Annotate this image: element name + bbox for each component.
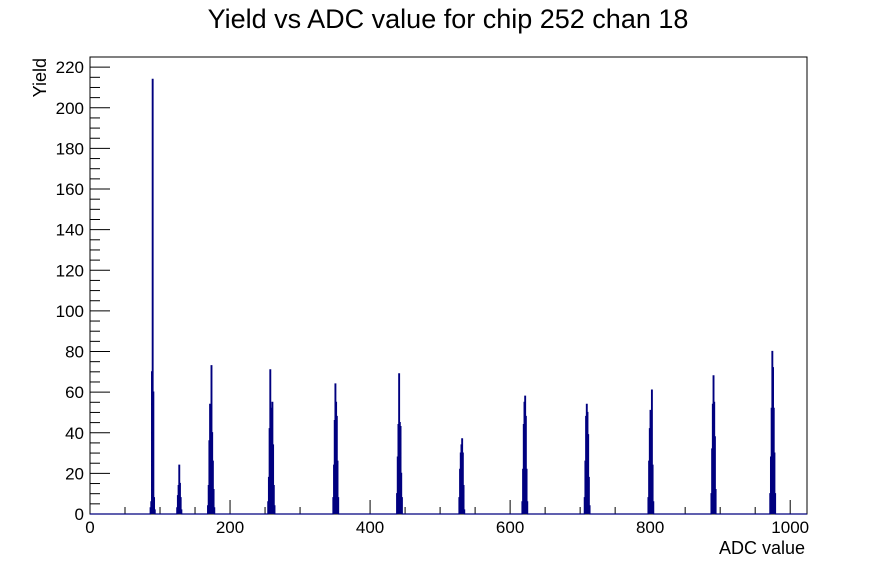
plot-frame bbox=[89, 56, 808, 515]
y-axis-label: Yield bbox=[30, 58, 50, 97]
y-tick-label: 100 bbox=[56, 302, 84, 321]
y-tick-label: 80 bbox=[65, 343, 84, 362]
x-tick-label: 200 bbox=[216, 518, 244, 537]
y-tick-label: 160 bbox=[56, 180, 84, 199]
histogram-series bbox=[90, 78, 807, 515]
x-tick-label: 1000 bbox=[771, 518, 809, 537]
y-tick-label: 40 bbox=[65, 424, 84, 443]
y-tick-label: 20 bbox=[65, 464, 84, 483]
y-tick-label: 220 bbox=[56, 58, 84, 77]
y-tick-label: 60 bbox=[65, 383, 84, 402]
chart-title: Yield vs ADC value for chip 252 chan 18 bbox=[208, 4, 689, 34]
y-axis: 0 20 40 60 80 100 120 140 160 180 200 220 bbox=[56, 56, 110, 524]
y-tick-label: 0 bbox=[75, 505, 84, 524]
x-tick-label: 0 bbox=[85, 518, 94, 537]
x-axis: 0 200 400 600 800 1000 bbox=[85, 500, 809, 537]
y-tick-label: 200 bbox=[56, 99, 84, 118]
x-axis-label: ADC value bbox=[719, 538, 805, 558]
y-tick-label: 120 bbox=[56, 261, 84, 280]
x-tick-label: 800 bbox=[636, 518, 664, 537]
x-tick-label: 600 bbox=[496, 518, 524, 537]
y-tick-label: 140 bbox=[56, 221, 84, 240]
y-tick-label: 180 bbox=[56, 139, 84, 158]
x-tick-label: 400 bbox=[356, 518, 384, 537]
